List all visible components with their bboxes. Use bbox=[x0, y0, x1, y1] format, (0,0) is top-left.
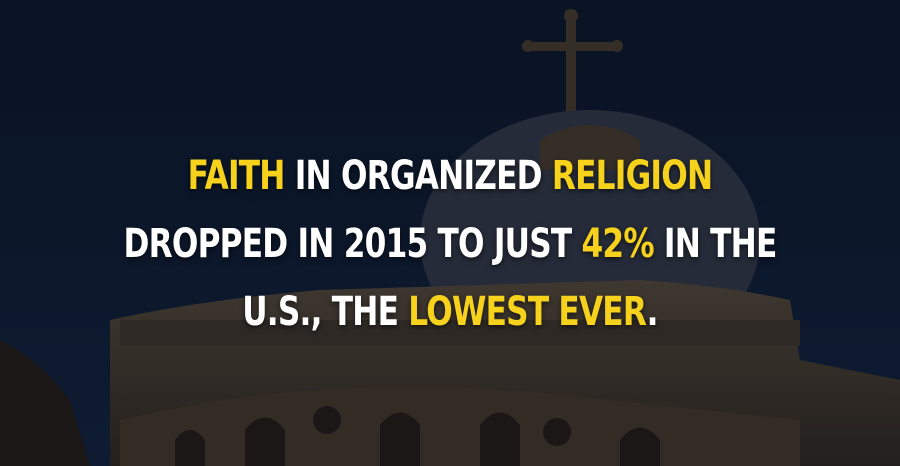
headline-percent: 42% bbox=[581, 221, 655, 267]
headline: FAITH IN ORGANIZED RELIGION DROPPED IN 2… bbox=[99, 142, 801, 346]
headline-word-lowest-ever: LOWEST EVER bbox=[408, 289, 647, 335]
headline-word-faith: FAITH bbox=[187, 153, 286, 199]
headline-line-2: DROPPED IN 2015 TO JUST 42% IN THE bbox=[99, 210, 801, 278]
headline-line-1: FAITH IN ORGANIZED RELIGION bbox=[99, 142, 801, 210]
cross-icon bbox=[522, 9, 623, 125]
headline-text: IN THE bbox=[653, 221, 777, 267]
headline-text: DROPPED IN 2015 TO JUST bbox=[123, 221, 582, 267]
headline-text: IN ORGANIZED bbox=[284, 153, 552, 199]
headline-line-3: U.S., THE LOWEST EVER. bbox=[99, 278, 801, 346]
headline-word-religion: RELIGION bbox=[551, 153, 713, 199]
headline-text: . bbox=[646, 289, 659, 335]
headline-text: U.S., THE bbox=[242, 289, 409, 335]
